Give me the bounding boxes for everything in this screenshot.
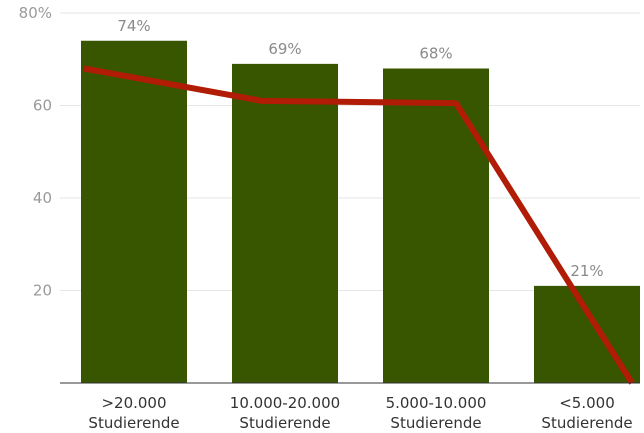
x-tick-label: 10.000-20.000 Studierende — [230, 394, 340, 432]
bar-data-label: 21% — [570, 262, 603, 280]
bar-layer — [81, 40, 640, 383]
bar — [81, 40, 187, 383]
y-tick-label: 80% — [19, 4, 52, 22]
bar-data-label: 68% — [419, 45, 452, 63]
x-tick-label: >20.000 Studierende — [88, 394, 179, 432]
y-tick-label: 20 — [33, 282, 52, 300]
bar — [232, 63, 338, 383]
label-layer: 74% 69% 68% 21% — [117, 17, 603, 280]
y-tick-label: 60 — [33, 97, 52, 115]
y-tick-label: 40 — [33, 189, 52, 207]
bar-data-label: 74% — [117, 17, 150, 35]
bar-data-label: 69% — [268, 40, 301, 58]
series-line — [83, 65, 635, 385]
line-layer — [83, 65, 635, 385]
axis-layer: >20.000 Studierende 10.000-20.000 Studieren… — [60, 382, 640, 432]
x-tick-label: <5.000 Studierende — [541, 394, 632, 432]
x-tick-label: 5.000-10.000 Studierende — [386, 394, 487, 432]
bar — [383, 68, 489, 383]
